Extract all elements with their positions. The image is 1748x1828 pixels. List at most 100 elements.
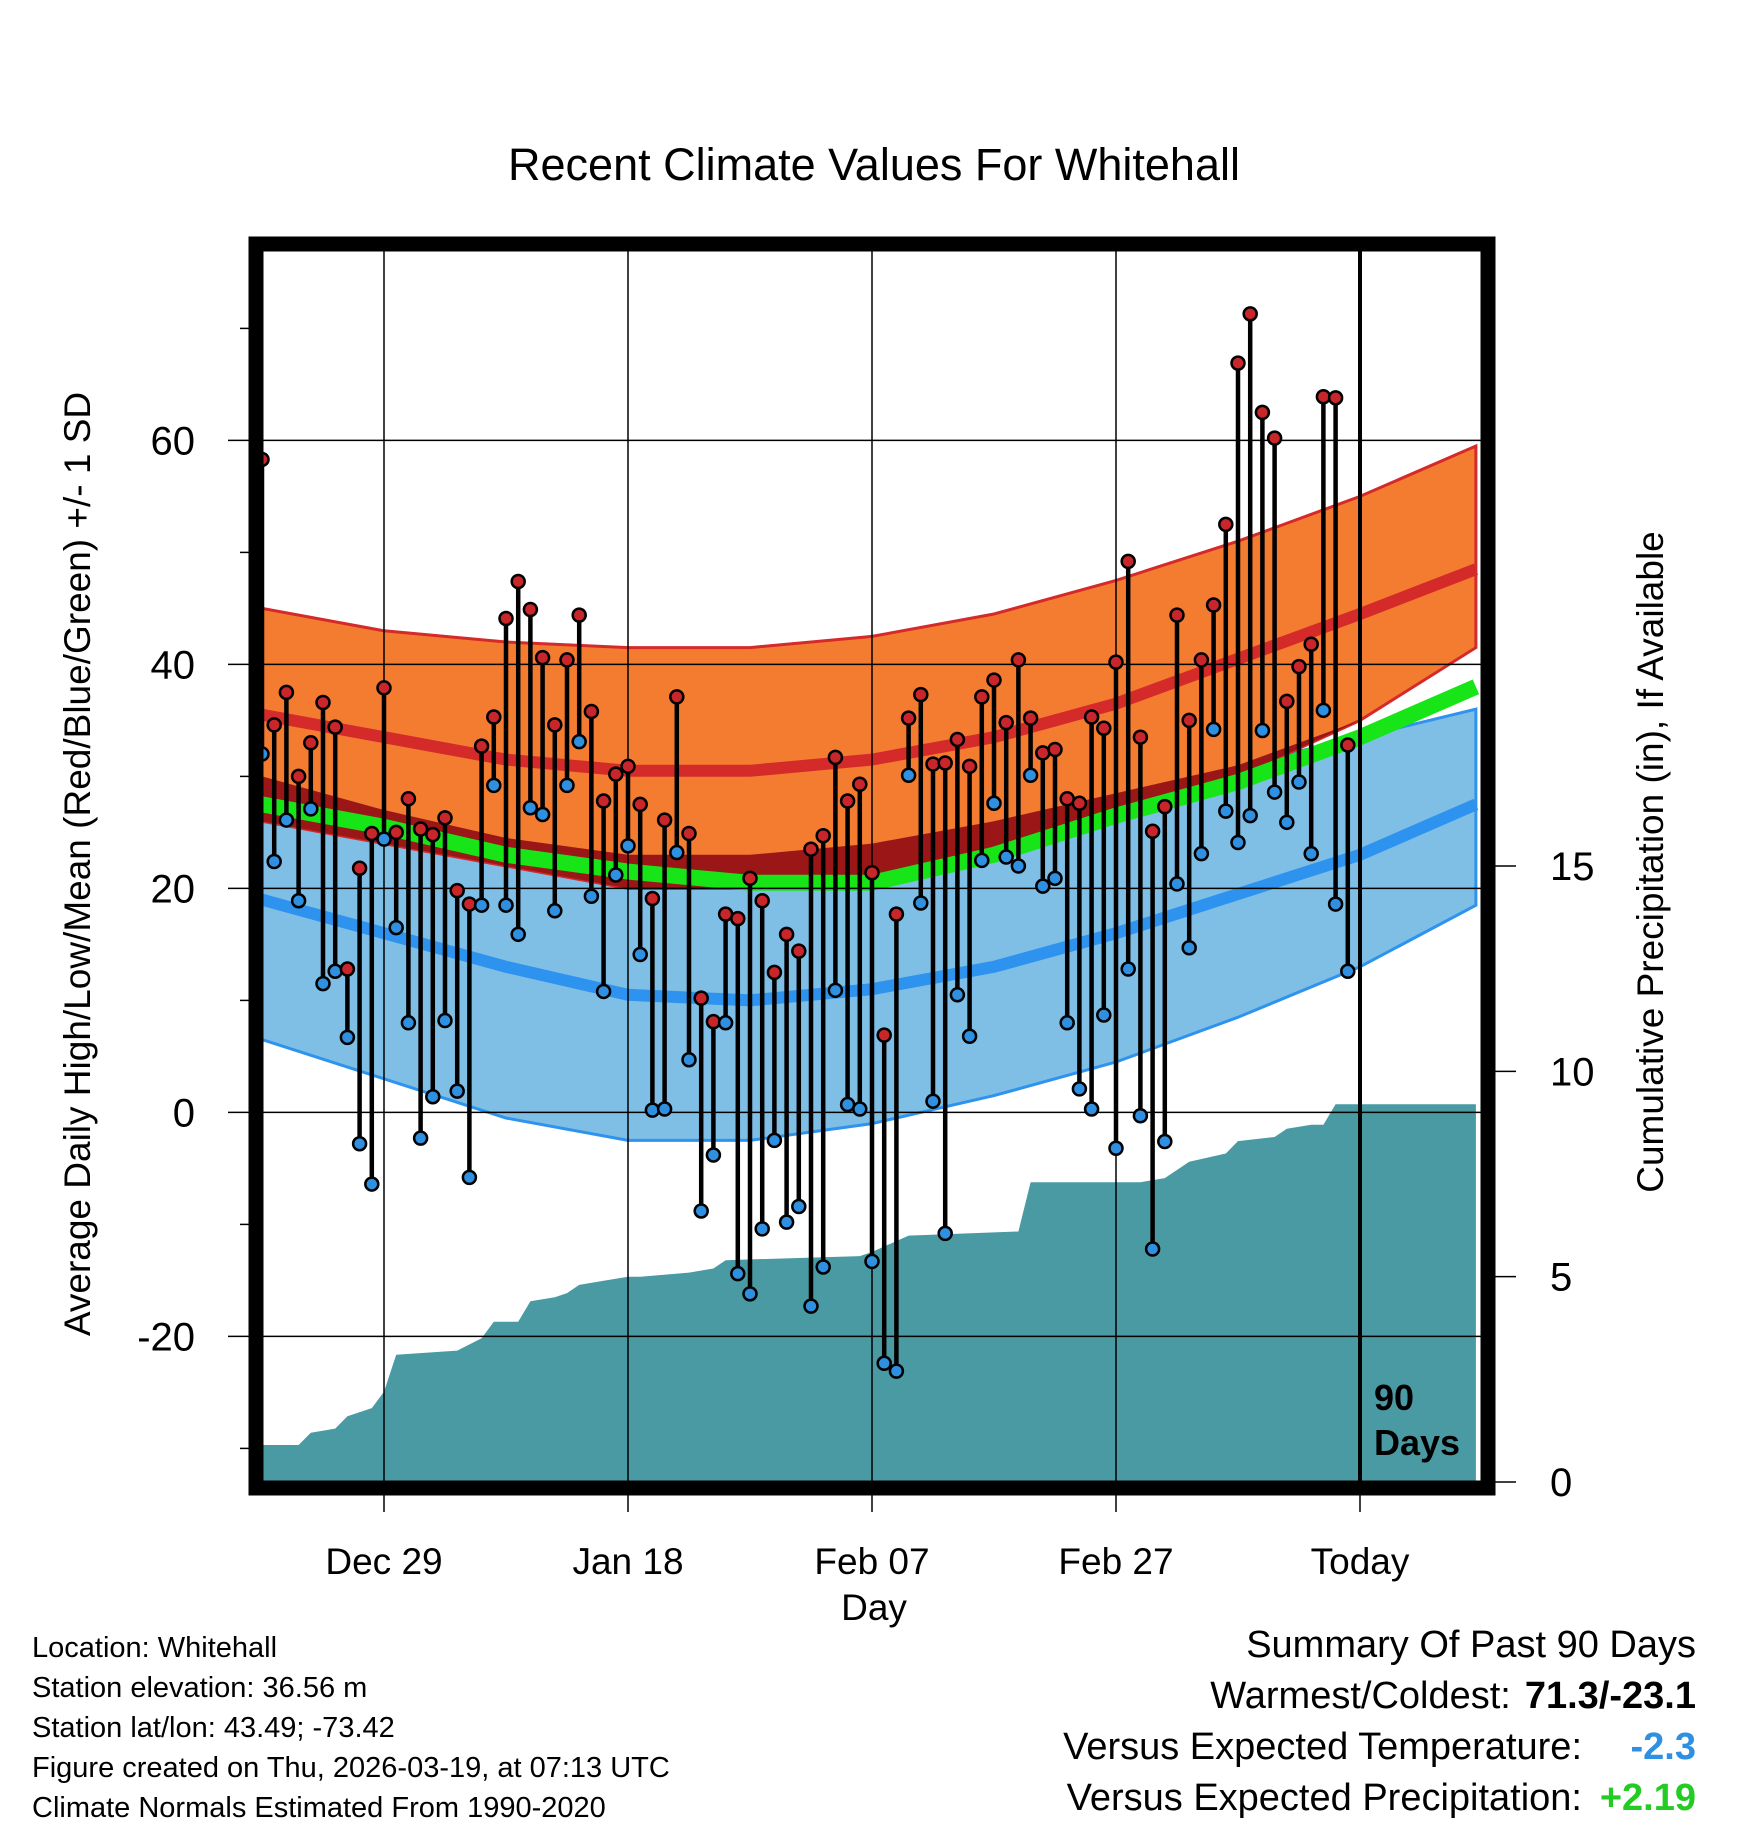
daily-low-dot <box>1047 870 1063 887</box>
daily-high-dot <box>839 793 856 809</box>
precip-departure-value: +2.19 <box>1599 1777 1696 1819</box>
y2-tick-label: 10 <box>1550 1050 1595 1094</box>
daily-low-dot <box>486 777 502 794</box>
daily-low-dot <box>400 1015 417 1031</box>
daily-high-dot <box>693 990 709 1006</box>
daily-low-dot <box>815 1259 831 1275</box>
daily-high-dot <box>522 601 539 618</box>
daily-high-dot <box>900 710 917 726</box>
daily-high-dot <box>1193 652 1210 668</box>
daily-low-dot <box>974 852 990 869</box>
daily-low-dot <box>437 1012 453 1029</box>
daily-low-dot <box>1010 858 1027 874</box>
y-tick-label: -20 <box>137 1315 195 1359</box>
daily-high-dot <box>547 717 563 733</box>
daily-high-dot <box>400 791 417 807</box>
daily-low-dot <box>534 806 551 823</box>
daily-low-dot <box>547 903 563 919</box>
y-tick-label: 20 <box>151 867 196 911</box>
daily-low-dot <box>412 1130 429 1146</box>
daily-high-dot <box>583 703 600 720</box>
daily-high-dot <box>351 860 368 876</box>
daily-high-dot <box>742 870 758 887</box>
daily-high-dot <box>766 964 783 981</box>
daily-high-dot <box>1181 712 1197 729</box>
daily-low-dot <box>1291 774 1307 790</box>
daily-high-dot <box>656 812 673 828</box>
daily-low-dot <box>791 1198 807 1215</box>
today-days-count: 90 <box>1374 1377 1414 1418</box>
daily-low-dot <box>1218 803 1234 819</box>
daily-low-dot <box>522 800 539 816</box>
daily-low-dot <box>1181 940 1197 956</box>
daily-low-dot <box>864 1253 880 1270</box>
daily-high-dot <box>888 906 905 922</box>
y2-tick-label: 0 <box>1550 1461 1572 1505</box>
daily-low-dot <box>632 946 648 963</box>
daily-low-dot <box>278 812 295 828</box>
daily-low-dot <box>827 982 844 999</box>
daily-high-dot <box>376 680 392 696</box>
daily-high-dot <box>681 825 697 842</box>
daily-low-dot <box>1157 1133 1173 1150</box>
daily-low-dot <box>1022 767 1039 784</box>
daily-low-dot <box>1303 845 1319 862</box>
daily-low-dot <box>620 838 636 854</box>
daily-high-dot <box>510 573 526 590</box>
daily-high-dot <box>827 749 844 766</box>
daily-low-dot <box>1083 1101 1100 1117</box>
daily-low-dot <box>473 897 490 913</box>
x-tick-label: Dec 29 <box>325 1541 442 1582</box>
station-info: Location: Whitehall Station elevation: 3… <box>32 1628 670 1828</box>
warmest-coldest-row: Warmest/Coldest: 71.3/-23.1 <box>1063 1671 1696 1722</box>
daily-low-dot <box>425 1088 441 1105</box>
daily-low-dot <box>1340 963 1356 980</box>
daily-low-dot <box>1266 784 1283 800</box>
daily-low-dot <box>669 844 685 861</box>
daily-low-dot <box>364 1176 380 1192</box>
elevation-text: Station elevation: 36.56 m <box>32 1672 368 1704</box>
daily-high-dot <box>730 910 746 927</box>
x-tick-label: Feb 27 <box>1058 1541 1173 1582</box>
daily-high-dot <box>339 961 356 977</box>
created-text: Figure created on Thu, 2026-03-19, at 07… <box>32 1752 670 1784</box>
y-axis-label: Average Daily High/Low/Mean (Red/Blue/Gr… <box>57 392 98 1336</box>
daily-low-dot <box>961 1028 978 1044</box>
daily-high-dot <box>1327 390 1344 406</box>
daily-high-dot <box>852 776 868 792</box>
daily-low-dot <box>754 1221 770 1237</box>
sd-overlap-band <box>262 647 1476 889</box>
daily-low-dot <box>461 1169 478 1186</box>
precip-area <box>262 1104 1476 1482</box>
precip-departure-row: Versus Expected Precipitation: +2.19 <box>1063 1773 1696 1824</box>
daily-high-dot <box>1303 636 1319 652</box>
daily-high-dot <box>412 821 429 837</box>
daily-low-dot <box>1144 1241 1161 1257</box>
daily-high-dot <box>1047 741 1063 758</box>
plot-frame <box>248 236 1496 1496</box>
daily-high-dot <box>998 714 1014 731</box>
daily-low-dot <box>1230 834 1246 851</box>
daily-high-dot <box>913 686 929 703</box>
daily-low-dot <box>681 1052 697 1068</box>
daily-low-dot <box>876 1355 892 1372</box>
daily-low-dot <box>327 963 343 980</box>
daily-low-dot <box>1035 878 1051 894</box>
daily-low-dot <box>290 892 307 909</box>
daily-low-dot <box>559 777 575 794</box>
daily-high-dot <box>1218 516 1234 533</box>
daily-high-dot <box>1291 658 1307 675</box>
daily-low-dot <box>1120 961 1136 977</box>
daily-low-dot <box>1096 1007 1112 1023</box>
daily-low-dot <box>1071 1081 1088 1097</box>
daily-low-dot <box>852 1101 868 1117</box>
x-tick-label: Feb 07 <box>814 1541 929 1582</box>
y-tick-label: 40 <box>151 643 196 687</box>
daily-high-dot <box>791 943 807 959</box>
daily-low-dot <box>1279 814 1295 831</box>
daily-low-dot <box>730 1265 746 1282</box>
daily-high-dot <box>1096 720 1112 736</box>
daily-high-dot <box>1279 693 1295 710</box>
daily-high-dot <box>1144 823 1161 840</box>
daily-low-dot <box>510 926 526 943</box>
